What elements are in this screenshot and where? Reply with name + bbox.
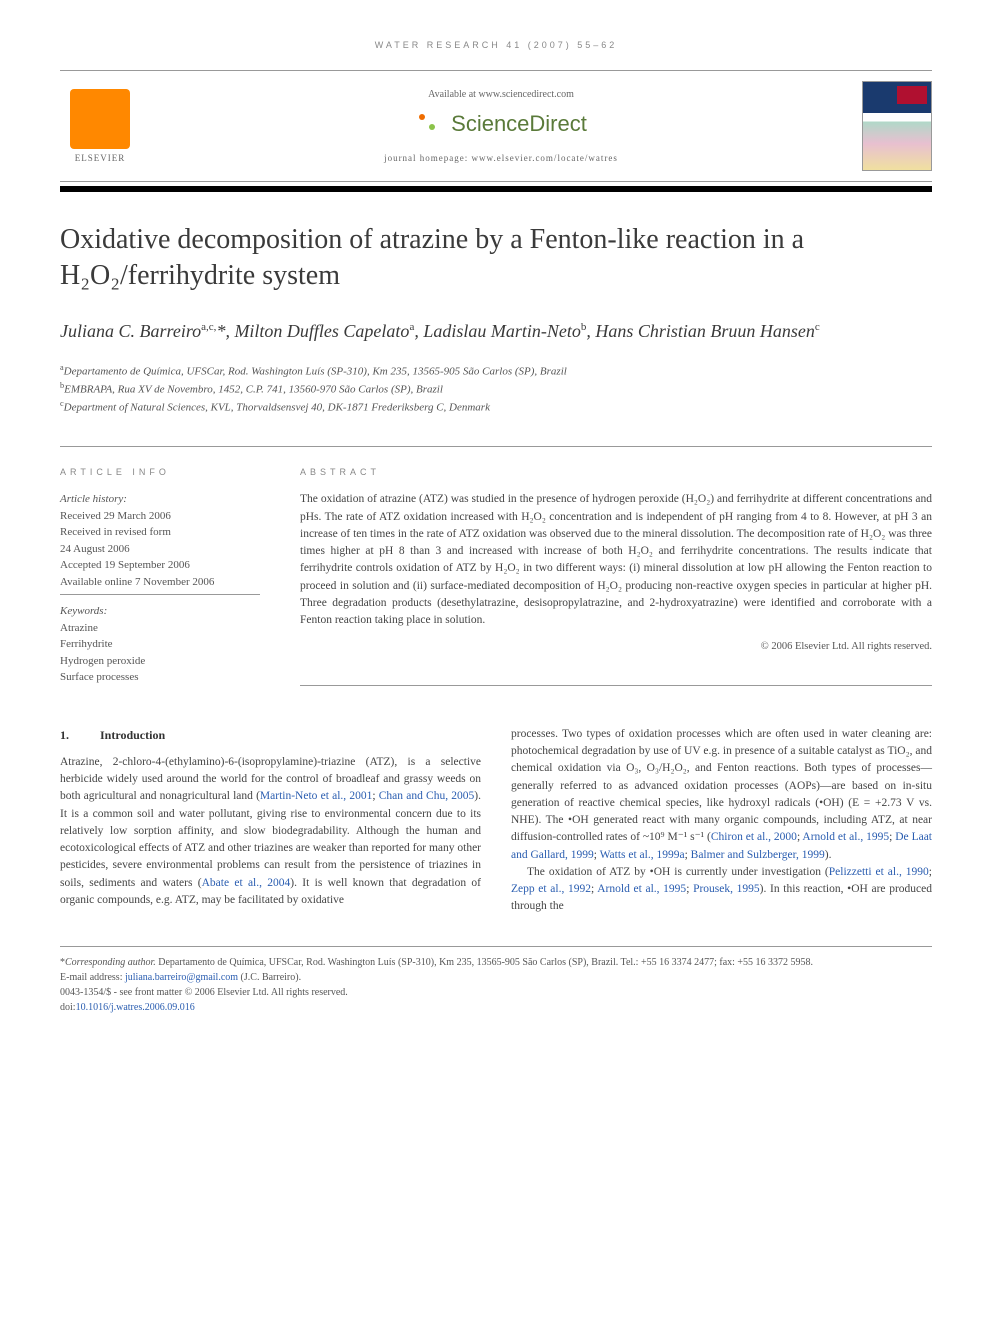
journal-homepage: journal homepage: www.elsevier.com/locat… [140,153,862,163]
section-title: Introduction [100,728,165,742]
ref-link[interactable]: Watts et al., 1999a [600,849,685,861]
copyright: © 2006 Elsevier Ltd. All rights reserved… [300,641,932,652]
ref-link[interactable]: Martin-Neto et al., 2001 [260,790,372,802]
keywords-label: Keywords: [60,603,260,620]
black-rule [60,186,932,192]
email-line: E-mail address: juliana.barreiro@gmail.c… [60,970,932,985]
info-abstract-row: ARTICLE INFO Article history: Received 2… [60,446,932,686]
doi-link[interactable]: 10.1016/j.watres.2006.09.016 [76,1002,195,1013]
sd-name: ScienceDirect [451,111,587,137]
history-revised-label: Received in revised form [60,524,260,541]
affiliation-a: aDepartamento de Química, UFSCar, Rod. W… [60,362,932,380]
section-heading-intro: 1.Introduction [60,726,481,744]
ref-link[interactable]: Chan and Chu, 2005 [379,790,475,802]
top-banner: ELSEVIER Available at www.sciencedirect.… [60,70,932,182]
intro-para-2: processes. Two types of oxidation proces… [511,726,932,864]
ref-link[interactable]: Abate et al., 2004 [202,877,291,889]
elsevier-label: ELSEVIER [75,153,126,163]
keyword-1: Atrazine [60,620,260,637]
author-4-aff: c [815,321,820,333]
article-title: Oxidative decomposition of atrazine by a… [60,222,932,295]
abstract-column: ABSTRACT The oxidation of atrazine (ATZ)… [300,467,932,686]
article-history: Article history: Received 29 March 2006 … [60,491,260,595]
ref-link[interactable]: Pelizzetti et al., 1990 [829,866,929,878]
section-number: 1. [60,726,100,744]
abstract-label: ABSTRACT [300,467,932,477]
doi-line: doi:10.1016/j.watres.2006.09.016 [60,1000,932,1015]
running-header: WATER RESEARCH 41 (2007) 55–62 [60,40,932,50]
history-revised-date: 24 August 2006 [60,541,260,558]
journal-cover-thumbnail [862,81,932,171]
history-received: Received 29 March 2006 [60,508,260,525]
body-column-right: processes. Two types of oxidation proces… [511,726,932,916]
affiliations: aDepartamento de Química, UFSCar, Rod. W… [60,362,932,416]
keyword-4: Surface processes [60,669,260,686]
email-link[interactable]: juliana.barreiro@gmail.com [125,972,238,983]
affiliation-b: bEMBRAPA, Rua XV de Novembro, 1452, C.P.… [60,380,932,398]
abstract-text: The oxidation of atrazine (ATZ) was stud… [300,491,932,629]
sciencedirect-logo: ScienceDirect [140,110,862,138]
article-info-label: ARTICLE INFO [60,467,260,477]
intro-para-1: Atrazine, 2-chloro-4-(ethylamino)-6-(iso… [60,754,481,909]
ref-link[interactable]: Zepp et al., 1992 [511,883,591,895]
footnote-block: *Corresponding author. Departamento de Q… [60,946,932,1015]
author-4: , Hans Christian Bruun Hansen [586,321,815,341]
authors-line: Juliana C. Barreiroa,c,*, Milton Duffles… [60,319,932,344]
corresponding-author: *Corresponding author. Departamento de Q… [60,955,932,970]
history-accepted: Accepted 19 September 2006 [60,557,260,574]
author-3: , Ladislau Martin-Neto [414,321,581,341]
keyword-3: Hydrogen peroxide [60,653,260,670]
issn-line: 0043-1354/$ - see front matter © 2006 El… [60,985,932,1000]
elsevier-tree-icon [70,89,130,149]
ref-link[interactable]: Arnold et al., 1995 [802,831,889,843]
history-online: Available online 7 November 2006 [60,574,260,591]
keywords: Keywords: Atrazine Ferrihydrite Hydrogen… [60,603,260,686]
banner-center: Available at www.sciencedirect.com Scien… [140,89,862,163]
history-label: Article history: [60,491,260,508]
author-1-aff: a,c, [201,321,216,333]
affiliation-c: cDepartment of Natural Sciences, KVL, Th… [60,398,932,416]
body-column-left: 1.Introduction Atrazine, 2-chloro-4-(eth… [60,726,481,916]
sd-dots-icon [415,110,443,138]
available-at-text: Available at www.sciencedirect.com [140,89,862,100]
ref-link[interactable]: Balmer and Sulzberger, 1999 [691,849,825,861]
body-columns: 1.Introduction Atrazine, 2-chloro-4-(eth… [60,726,932,916]
ref-link[interactable]: Arnold et al., 1995 [597,883,686,895]
article-info-column: ARTICLE INFO Article history: Received 2… [60,467,260,686]
elsevier-logo: ELSEVIER [60,81,140,171]
intro-para-3: The oxidation of ATZ by •OH is currently… [511,864,932,916]
ref-link[interactable]: Chiron et al., 2000 [711,831,797,843]
author-2: , Milton Duffles Capelato [225,321,409,341]
author-1: Juliana C. Barreiro [60,321,201,341]
ref-link[interactable]: Prousek, 1995 [693,883,760,895]
keyword-2: Ferrihydrite [60,636,260,653]
